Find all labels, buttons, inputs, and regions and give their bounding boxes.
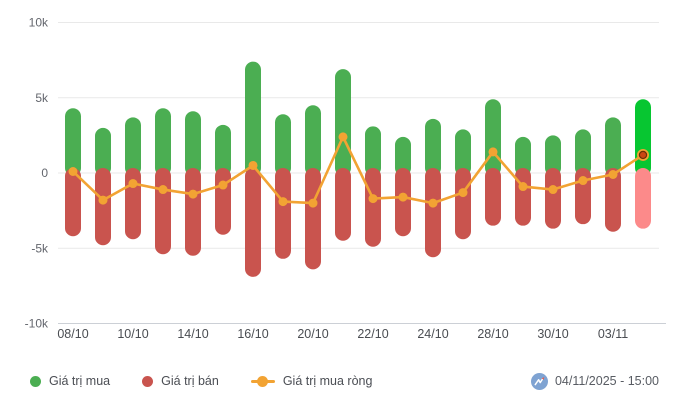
svg-text:03/11: 03/11 [598,327,628,341]
net-series-linedot-icon [250,375,275,387]
chart-plot-area[interactable]: 10k 5k 0 -5k -10k 08/10 10/10 14/10 16/10 20/10 22… [0,0,673,352]
timestamp-text: 04/11/2025 - 15:00 [554,374,659,388]
buy-series-dot-icon [30,375,41,387]
legend-label-sell: Giá trị bán [161,374,219,388]
svg-text:-5k: -5k [31,241,49,255]
svg-text:08/10: 08/10 [57,327,88,341]
svg-text:10/10: 10/10 [117,327,148,341]
legend-item-sell[interactable]: Giá trị bán [142,374,219,388]
svg-text:-10k: -10k [25,317,49,331]
sell-series-dot-icon [142,375,154,387]
svg-text:28/10: 28/10 [477,327,508,341]
update-timestamp: 04/11/2025 - 15:00 [530,372,659,390]
chart-footer-row: Giá trị mua Giá trị bán Giá trị mua ròng… [0,366,673,396]
svg-text:10k: 10k [29,16,49,30]
chart-canvas[interactable]: 10k 5k 0 -5k -10k 08/10 10/10 14/10 16/10 20/10 22… [0,0,673,352]
svg-text:24/10: 24/10 [417,327,448,341]
svg-text:22/10: 22/10 [357,327,388,341]
svg-text:16/10: 16/10 [237,327,268,341]
legend-label-buy: Giá trị mua [49,374,111,388]
legend-item-buy[interactable]: Giá trị mua [30,374,110,388]
svg-text:30/10: 30/10 [537,327,568,341]
svg-text:20/10: 20/10 [297,327,328,341]
vietstock-logo-icon [530,372,548,390]
svg-text:0: 0 [41,166,48,180]
chart-legend: Giá trị mua Giá trị bán Giá trị mua ròng [30,374,372,388]
legend-label-net: Giá trị mua ròng [282,374,373,388]
legend-item-net[interactable]: Giá trị mua ròng [250,374,373,388]
svg-text:14/10: 14/10 [177,327,208,341]
svg-text:5k: 5k [35,91,49,105]
